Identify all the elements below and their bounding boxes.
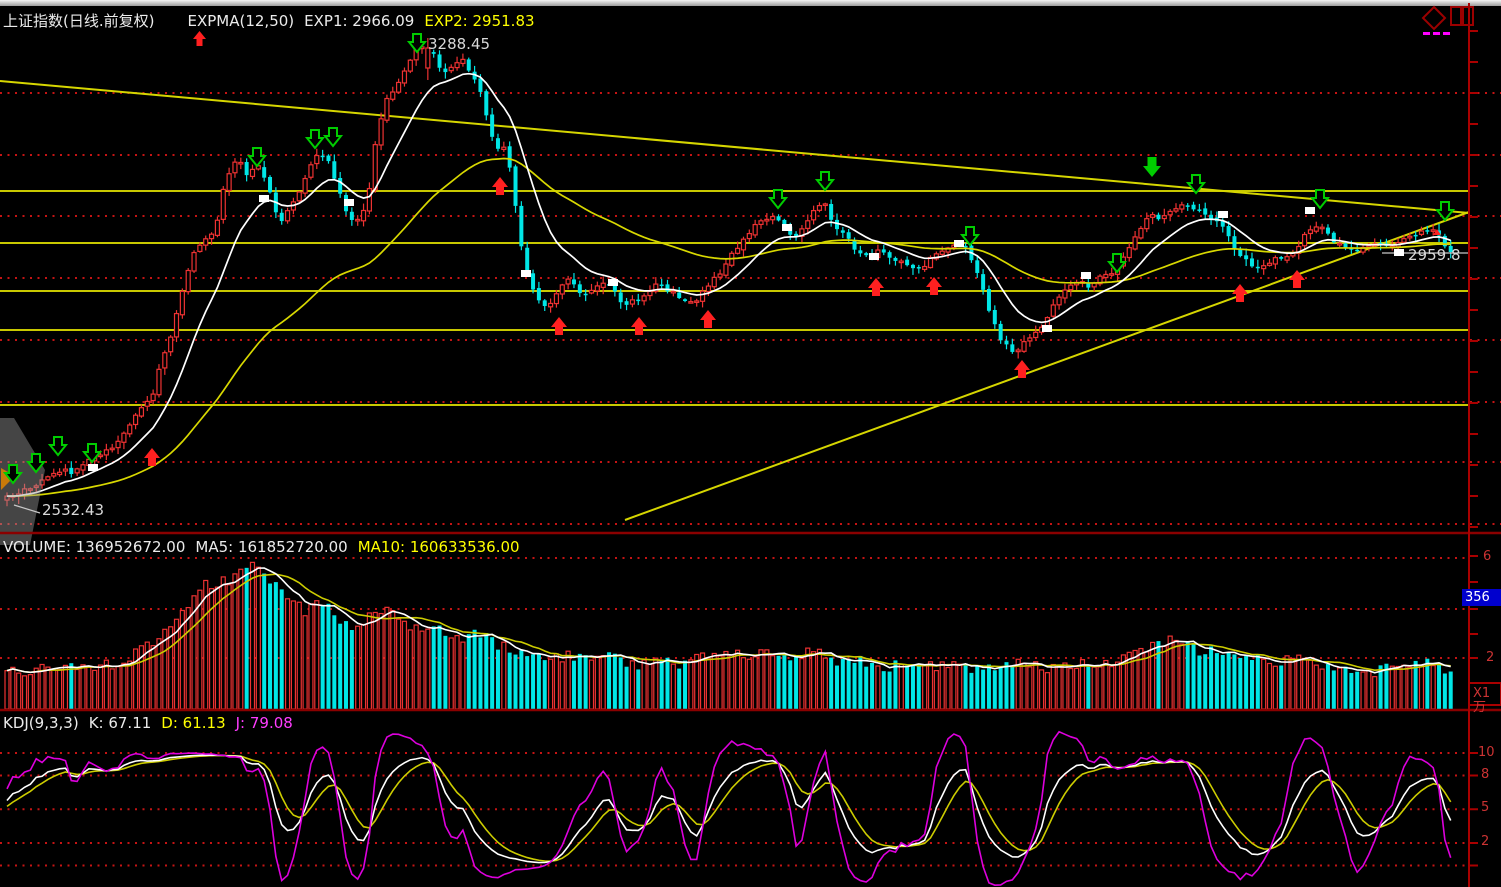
buy-signal-arrow bbox=[868, 278, 884, 296]
kdj-axis-100-label: 10 bbox=[1478, 745, 1495, 760]
last-price-label: 2959.8 bbox=[1408, 246, 1461, 264]
volume-unit-label: X1万 bbox=[1473, 686, 1491, 715]
buy-signal-arrow bbox=[1232, 284, 1248, 302]
white-box-marker bbox=[1042, 325, 1052, 332]
volume-ma10-value: MA10: 160633536.00 bbox=[357, 538, 520, 556]
white-box-marker bbox=[344, 199, 354, 206]
white-box-marker bbox=[88, 464, 98, 471]
white-box-marker bbox=[954, 240, 964, 247]
kdj-pane-header: KDJ(9,3,3) K: 67.11 D: 61.13 J: 79.08 bbox=[3, 715, 293, 732]
sell-signal-arrow bbox=[814, 171, 836, 192]
up-arrow-icon bbox=[164, 14, 207, 46]
volume-value: VOLUME: 136952672.00 bbox=[3, 538, 186, 556]
buy-signal-arrow bbox=[926, 277, 942, 295]
axis-layer bbox=[0, 3, 1501, 887]
sell-signal-arrow bbox=[406, 33, 428, 54]
white-box-marker bbox=[1305, 207, 1315, 214]
white-box-marker bbox=[1081, 272, 1091, 279]
white-box-marker bbox=[259, 195, 269, 202]
sell-signal-arrow bbox=[959, 226, 981, 247]
kdj-pane bbox=[0, 730, 1469, 886]
toolbar-icons bbox=[1420, 2, 1490, 42]
low-price-label: 2532.43 bbox=[42, 501, 105, 519]
buy-signal-arrow bbox=[551, 317, 567, 335]
buy-signal-arrow bbox=[700, 310, 716, 328]
volume-axis-lower-label: 2 bbox=[1486, 650, 1495, 665]
white-box-marker bbox=[521, 270, 531, 277]
sell-signal-arrow bbox=[322, 127, 344, 148]
volume-ma5-value: MA5: 161852720.00 bbox=[195, 538, 348, 556]
peak-price-label: 3288.45 bbox=[428, 35, 491, 53]
buy-signal-arrow bbox=[1289, 270, 1305, 288]
corner-watermark bbox=[0, 418, 45, 545]
symbol-title: 上证指数(日线.前复权) bbox=[3, 12, 155, 30]
candles-layer bbox=[4, 38, 1453, 507]
kdj-axis-50-label: 5 bbox=[1481, 800, 1490, 815]
small-red-mark bbox=[1433, 229, 1441, 235]
buy-signal-arrow bbox=[631, 317, 647, 335]
main-chart-header: 上证指数(日线.前复权) EXPMA(12,50) EXP1: 2966.09 … bbox=[3, 12, 535, 46]
sell-signal-arrow bbox=[2, 464, 24, 485]
buy-signal-arrow bbox=[1014, 360, 1030, 378]
sell-signal-arrow bbox=[1434, 201, 1456, 222]
kdj-k-value: K: 67.11 bbox=[88, 714, 152, 732]
expma-indicator-label: EXPMA(12,50) bbox=[187, 12, 295, 30]
kdj-j-value: J: 79.08 bbox=[235, 714, 293, 732]
white-box-marker bbox=[1394, 249, 1404, 256]
exp1-value: EXP1: 2966.09 bbox=[304, 12, 415, 30]
sell-signal-arrow bbox=[1106, 253, 1128, 274]
sell-signal-arrow bbox=[25, 453, 47, 474]
sell-signal-arrow-solid bbox=[1143, 157, 1161, 177]
buy-signal-arrow bbox=[492, 177, 508, 195]
window-top-edge bbox=[0, 0, 1501, 6]
white-box-marker bbox=[782, 224, 792, 231]
kdj-axis-80-label: 8 bbox=[1481, 767, 1490, 782]
sell-signal-arrow bbox=[47, 436, 69, 457]
kdj-axis-20-label: 2 bbox=[1481, 834, 1490, 849]
kdj-d-value: D: 61.13 bbox=[161, 714, 226, 732]
volume-axis-upper-label: 6 bbox=[1483, 549, 1492, 564]
kdj-indicator-label: KDJ(9,3,3) bbox=[3, 714, 79, 732]
magenta-dashes-icon bbox=[1423, 32, 1450, 35]
diamond-tool-icon[interactable] bbox=[1421, 5, 1447, 31]
sell-signal-arrow bbox=[767, 189, 789, 210]
signal-markers bbox=[2, 33, 1456, 485]
exp2-value: EXP2: 2951.83 bbox=[424, 12, 535, 30]
volume-pane-header: VOLUME: 136952672.00 MA5: 161852720.00 M… bbox=[3, 539, 520, 556]
sell-signal-arrow bbox=[81, 443, 103, 464]
volume-pane bbox=[0, 557, 1469, 710]
expma-lines bbox=[6, 72, 1452, 497]
white-box-marker bbox=[1218, 211, 1228, 218]
volume-current-value-box: 356 bbox=[1462, 589, 1501, 606]
window-panes-icon[interactable] bbox=[1450, 6, 1474, 26]
sell-signal-arrow bbox=[1185, 174, 1207, 195]
buy-signal-arrow bbox=[144, 448, 160, 466]
white-box-marker bbox=[608, 279, 618, 286]
sell-signal-arrow bbox=[1309, 189, 1331, 210]
sell-signal-arrow bbox=[246, 147, 268, 168]
main-gridlines bbox=[0, 80, 1501, 525]
white-box-marker bbox=[869, 253, 879, 260]
sell-signal-arrow bbox=[304, 129, 326, 150]
